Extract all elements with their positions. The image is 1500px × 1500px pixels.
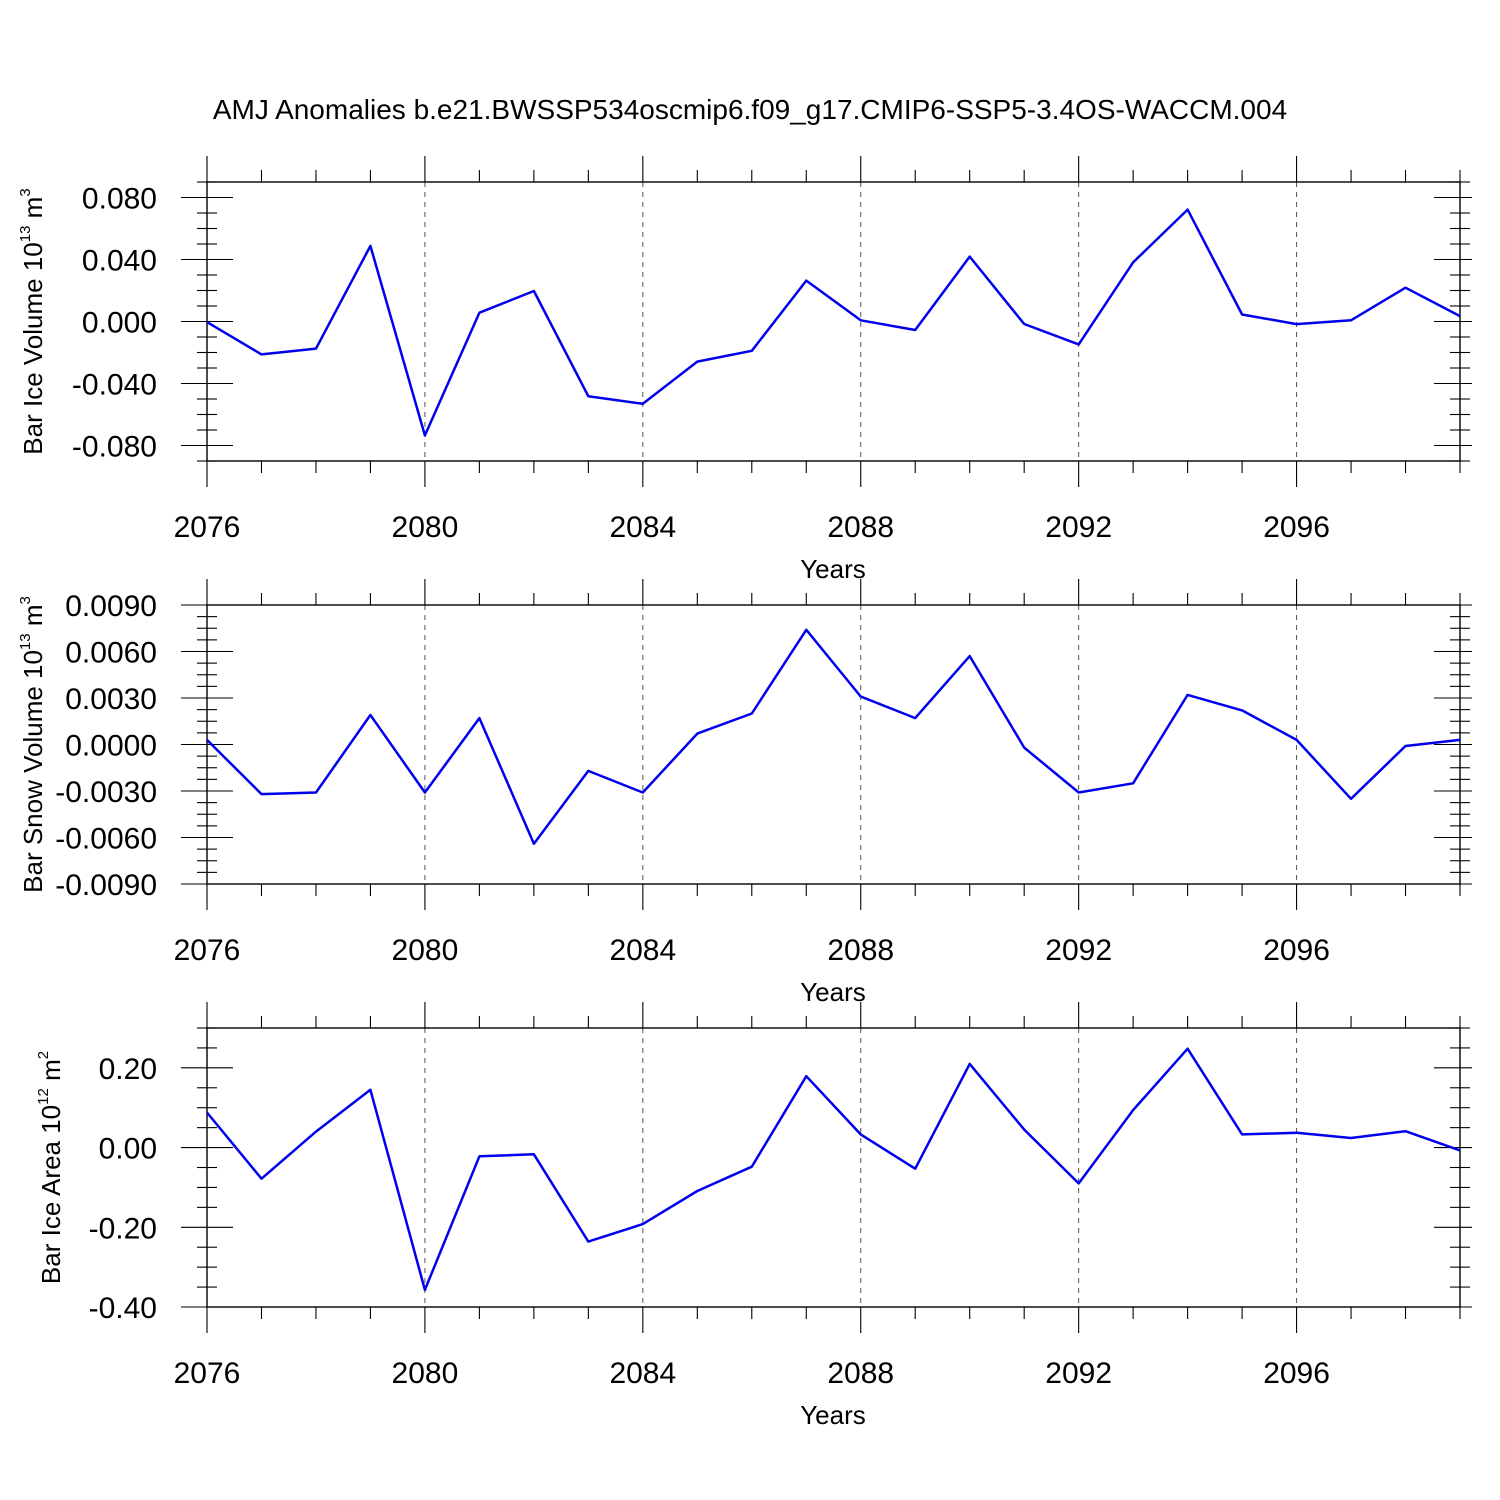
y-tick-label: 0.00 (99, 1133, 157, 1166)
x-tick-label: 2080 (392, 934, 459, 967)
y-tick-label: -0.0090 (55, 869, 157, 902)
y-tick-label: -0.080 (72, 431, 157, 464)
x-tick-label: 2084 (609, 1357, 676, 1390)
x-tick-label: 2080 (392, 511, 459, 544)
x-axis-title: Years (800, 1400, 866, 1430)
chart-title: AMJ Anomalies b.e21.BWSSP534oscmip6.f09_… (213, 94, 1287, 125)
series-line (206, 1047, 1461, 1292)
y-tick-label: -0.0030 (55, 776, 157, 809)
x-tick-label: 2084 (609, 934, 676, 967)
x-tick-label: 2088 (827, 511, 894, 544)
x-axis-title: Years (800, 554, 866, 584)
y-tick-label: 0.0030 (65, 683, 157, 716)
y-tick-label: 0.0060 (65, 637, 157, 670)
y-tick-label: 0.0000 (65, 730, 157, 763)
y-axis-title: Bar Snow Volume 1013 m3 (17, 596, 48, 893)
series-line (206, 208, 1461, 437)
x-axis-title: Years (800, 977, 866, 1007)
y-tick-label: -0.040 (72, 369, 157, 402)
y-tick-label: 0.000 (82, 307, 157, 340)
y-axis-title: Bar Ice Area 1012 m2 (35, 1051, 66, 1284)
x-tick-label: 2080 (392, 1357, 459, 1390)
x-tick-label: 2076 (174, 934, 241, 967)
plot-frame (206, 1027, 1461, 1308)
x-tick-label: 2084 (609, 511, 676, 544)
y-tick-label: 0.20 (99, 1053, 157, 1086)
y-tick-label: 0.0090 (65, 590, 157, 623)
x-tick-label: 2092 (1045, 511, 1112, 544)
x-tick-label: 2092 (1045, 1357, 1112, 1390)
series-line (206, 628, 1461, 845)
panel-1: 2076 2080 2084 2088 2092 2096 Years -0.080 -0.04… (17, 156, 1472, 584)
plot-frame (206, 181, 1461, 462)
x-tick-label: 2088 (827, 934, 894, 967)
y-tick-label: 0.040 (82, 245, 157, 278)
y-tick-label: -0.40 (89, 1292, 157, 1325)
y-tick-label: -0.0060 (55, 823, 157, 856)
panels: 2076 2080 2084 2088 2092 2096 Years -0.080 -0.04… (17, 156, 1472, 1430)
panel-3: 2076 2080 2084 2088 2092 2096 Years -0.40 -0.20 0… (35, 1002, 1472, 1430)
x-tick-label: 2096 (1263, 1357, 1330, 1390)
x-tick-label: 2096 (1263, 934, 1330, 967)
y-tick-label: 0.080 (82, 183, 157, 216)
y-tick-label: -0.20 (89, 1212, 157, 1245)
plot-frame (206, 604, 1461, 885)
x-tick-label: 2088 (827, 1357, 894, 1390)
panel-2: 2076 2080 2084 2088 2092 2096 Years -0.0090 -0.0… (17, 579, 1472, 1007)
x-tick-label: 2076 (174, 1357, 241, 1390)
x-tick-label: 2076 (174, 511, 241, 544)
y-axis-title: Bar Ice Volume 1013 m3 (17, 188, 48, 454)
x-tick-label: 2096 (1263, 511, 1330, 544)
x-tick-label: 2092 (1045, 934, 1112, 967)
